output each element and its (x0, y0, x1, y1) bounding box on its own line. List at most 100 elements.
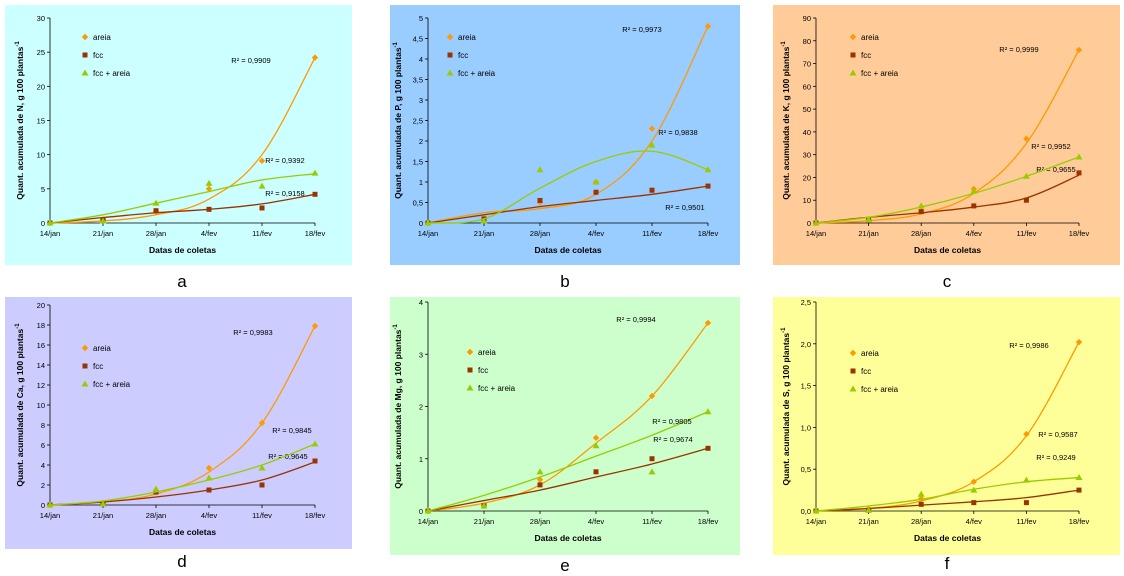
legend-label-b-1: fcc (458, 51, 468, 60)
data-point-d-1-3 (206, 487, 212, 493)
y-tick-label-b: 4,5 (413, 35, 423, 44)
y-tick-label-d: 20 (37, 301, 45, 310)
y-tick-label-b: 1 (419, 178, 423, 187)
x-tick-label-f: 18/fev (1069, 517, 1090, 526)
data-point-a-0-4 (258, 157, 266, 165)
x-tick-label-a: 21/jan (93, 229, 113, 238)
legend-marker-b-0 (446, 33, 454, 41)
chart-background-a (5, 5, 352, 265)
r2-label-a-0: R² = 0,9909 (231, 56, 270, 65)
r2-label-c-1: R² = 0,9655 (1036, 165, 1075, 174)
y-tick-label-e: 1 (419, 455, 423, 464)
x-tick-label-d: 11/fev (252, 511, 272, 520)
y-tick-label-a: 25 (37, 48, 45, 57)
data-point-d-2-4 (258, 464, 266, 471)
data-point-e-0-3 (592, 434, 600, 442)
r2-label-a-2: R² = 0,9392 (265, 156, 304, 165)
data-point-f-2-3 (970, 486, 978, 493)
legend-label-a-2: fcc + areia (93, 69, 131, 78)
x-tick-label-c: 14/jan (806, 229, 826, 238)
trend-line-b-2 (427, 150, 709, 224)
legend-label-b-0: areia (458, 33, 476, 42)
data-point-f-0-5 (1075, 338, 1083, 346)
r2-label-d-0: R² = 0,9983 (233, 328, 272, 337)
legend-label-e-1: fcc (478, 366, 488, 375)
y-tick-label-e: 4 (419, 298, 423, 307)
x-tick-label-d: 28/jan (146, 511, 166, 520)
data-point-e-1-4 (649, 456, 655, 462)
y-tick-label-b: 1,5 (413, 158, 423, 167)
trend-line-b-1 (427, 185, 709, 224)
x-tick-label-b: 14/jan (418, 229, 438, 238)
y-axis-title-sup-d: -1 (15, 323, 21, 329)
data-point-b-1-5 (705, 183, 711, 189)
y-tick-label-a: 10 (37, 151, 45, 160)
y-tick-label-d: 18 (37, 321, 45, 330)
chart-svg-a: 0 5 10 15 20 25 30 14/jan 21/jan 28/jan 4/fev 11/fe… (5, 5, 352, 265)
data-point-e-2-5 (704, 408, 712, 415)
y-tick-label-c: 80 (803, 37, 811, 46)
data-point-a-1-2 (153, 208, 159, 214)
legend-label-c-2: fcc + areia (861, 69, 899, 78)
data-point-e-2-1 (480, 502, 488, 509)
y-tick-label-f: 0,0 (801, 507, 811, 516)
legend-marker-f-0 (849, 349, 857, 357)
r2-label-a-1: R² = 0,9158 (265, 189, 304, 198)
caption-e: e (560, 556, 570, 575)
trend-line-b-0 (427, 25, 709, 224)
legend-label-e-0: areia (478, 348, 496, 357)
data-point-e-1-5 (705, 445, 711, 451)
data-point-a-2-0 (46, 219, 54, 226)
x-tick-label-a: 14/jan (40, 229, 60, 238)
y-tick-label-d: 14 (37, 361, 45, 370)
data-point-d-2-0 (46, 501, 54, 508)
y-tick-label-e: 3 (419, 350, 423, 359)
chart-background-d (5, 297, 352, 549)
x-tick-label-a: 28/jan (146, 229, 166, 238)
y-tick-label-f: 0,5 (801, 465, 811, 474)
x-axis-title-e: Datas de coletas (534, 533, 601, 543)
data-point-f-2-5 (1075, 474, 1083, 481)
trend-line-f-2 (815, 476, 1080, 512)
data-point-a-1-5 (312, 191, 318, 197)
data-point-f-1-3 (971, 500, 977, 506)
legend-label-b-2: fcc + areia (458, 69, 496, 78)
data-point-b-0-5 (704, 23, 712, 30)
data-point-b-2-3 (592, 178, 600, 185)
trend-line-a-1 (49, 193, 316, 224)
legend-marker-c-2 (849, 69, 857, 76)
data-point-f-0-4 (1023, 430, 1030, 438)
data-point-e-2-4 (648, 468, 656, 475)
y-tick-label-a: 20 (37, 82, 45, 91)
data-point-b-2-4 (648, 141, 656, 148)
y-axis-title-sup-c: -1 (781, 41, 787, 47)
y-tick-label-d: 10 (37, 401, 45, 410)
data-point-e-2-3 (592, 442, 600, 449)
x-tick-label-e: 18/fev (698, 517, 719, 526)
data-point-c-2-5 (1075, 153, 1083, 160)
x-tick-label-f: 21/jan (858, 517, 878, 526)
legend-label-c-0: areia (861, 33, 879, 42)
data-point-c-2-1 (865, 216, 873, 223)
chart-panel-d: 0 2 4 6 8 10 12 14 16 18 20 14/jan 21/jan 28/jan 4/fev… (5, 297, 352, 549)
y-tick-label-a: 5 (41, 185, 45, 194)
y-axis-title-sup-e: -1 (393, 324, 399, 330)
y-tick-label-f: 2,0 (801, 340, 811, 349)
legend-marker-a-0 (81, 33, 89, 41)
y-tick-label-e: 2 (419, 403, 423, 412)
data-point-b-1-4 (649, 187, 655, 193)
r2-label-b-2: R² = 0,9838 (658, 128, 697, 137)
data-point-f-1-4 (1023, 500, 1029, 506)
data-point-c-0-4 (1023, 135, 1030, 142)
r2-label-d-1: R² = 0,9645 (268, 452, 307, 461)
y-axis-title-f: Quant. acumulada de S, g 100 plantas-1 (781, 327, 791, 486)
legend-marker-c-1 (850, 52, 856, 58)
data-point-a-2-4 (258, 182, 266, 189)
data-point-b-2-5 (704, 166, 712, 173)
data-point-c-1-5 (1076, 170, 1082, 176)
r2-label-c-0: R² = 0,9999 (999, 45, 1038, 54)
trend-line-e-2 (427, 411, 709, 512)
x-axis-title-a: Datas de coletas (149, 245, 216, 255)
data-point-f-2-2 (917, 490, 925, 497)
trend-line-d-1 (49, 461, 316, 506)
